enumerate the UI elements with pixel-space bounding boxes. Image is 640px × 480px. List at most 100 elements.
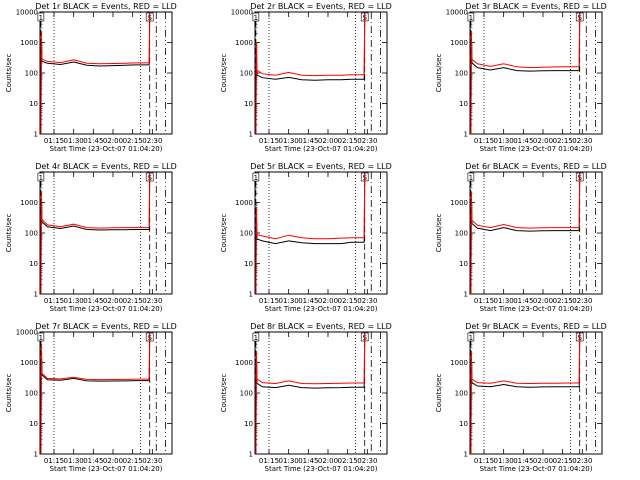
x-tick-label: 02:00 [533, 137, 553, 145]
x-tick-label: 01:30 [279, 297, 299, 305]
x-tick-label: 02:15 [553, 457, 573, 465]
x-tick-label: 01:15 [474, 457, 494, 465]
events-series-line [469, 332, 581, 455]
x-tick-label: 01:45 [298, 457, 318, 465]
lld-series-line [39, 172, 151, 295]
y-tick-label: 10 [244, 420, 253, 428]
x-tick-label: 01:30 [64, 457, 84, 465]
y-tick-label: 1 [249, 131, 253, 139]
x-tick-label: 02:15 [123, 457, 143, 465]
lld-series-line [254, 12, 366, 135]
x-tick-label: 02:00 [533, 297, 553, 305]
start-marker-box [467, 12, 475, 22]
panel-title: Det 2r BLACK = Events, RED = LLD [250, 2, 392, 11]
x-axis-label: Start Time (23-Oct-07 01:04:20) [480, 145, 593, 153]
x-tick-label: 01:15 [259, 137, 279, 145]
x-tick-label: 02:15 [123, 297, 143, 305]
plot-frame [254, 331, 388, 455]
panel-title: Det 9r BLACK = Events, RED = LLD [465, 322, 607, 331]
x-tick-label: 02:15 [338, 137, 358, 145]
y-tick-label: 10 [244, 260, 253, 268]
y-tick-label: 1000 [450, 199, 468, 207]
start-marker-box [252, 12, 260, 22]
panel-title: Det 6r BLACK = Events, RED = LLD [465, 162, 607, 171]
x-tick-label: 02:30 [357, 297, 377, 305]
y-tick-label: 10 [459, 260, 468, 268]
y-tick-label: 1000 [450, 39, 468, 47]
y-tick-label: 10 [459, 420, 468, 428]
x-tick-label: 01:15 [474, 137, 494, 145]
y-tick-label: 100 [25, 390, 38, 398]
x-axis-label: Start Time (23-Oct-07 01:04:20) [265, 145, 378, 153]
y-tick-label: 1 [34, 131, 38, 139]
y-tick-label: 100 [25, 230, 38, 238]
y-tick-label: 10000 [16, 9, 38, 17]
x-tick-label: 02:15 [338, 297, 358, 305]
y-tick-label: 10 [29, 100, 38, 108]
y-tick-label: 1000 [235, 359, 253, 367]
x-tick-label: 01:30 [494, 297, 514, 305]
panel-3: Det 3r BLACK = Events, RED = LLD11010010… [435, 2, 607, 153]
y-tick-label: 1000 [450, 359, 468, 367]
y-tick-label: 100 [240, 390, 253, 398]
panel-6: Det 6r BLACK = Events, RED = LLD 1 10 100 10… [435, 162, 607, 313]
y-tick-label: 1000 [235, 199, 253, 207]
y-tick-label: 10 [29, 260, 38, 268]
plot-frame [469, 331, 603, 455]
y-tick-label: 10 [29, 420, 38, 428]
x-tick-label: 02:30 [572, 297, 592, 305]
start-marker-box [467, 332, 475, 342]
y-axis-label: Counts/sec [435, 54, 443, 93]
y-tick-label: 10000 [446, 9, 468, 17]
y-tick-label: 1000 [20, 39, 38, 47]
start-marker-box [37, 12, 45, 22]
x-tick-label: 02:15 [553, 297, 573, 305]
plot-frame [39, 11, 173, 135]
x-tick-label: 02:00 [103, 457, 123, 465]
x-tick-label: 01:45 [513, 137, 533, 145]
panel-2: Det 2r BLACK = Events, RED = LLD11010010… [220, 2, 392, 153]
y-tick-label: 10 [244, 100, 253, 108]
plot-frame [469, 11, 603, 135]
x-tick-label: 02:15 [553, 137, 573, 145]
x-axis-label: Start Time (23-Oct-07 01:04:20) [50, 305, 163, 313]
y-tick-label: 1 [464, 451, 468, 459]
panel-5: Det 5r BLACK = Events, RED = LLD11010010… [220, 162, 392, 313]
lld-series-line [39, 332, 151, 455]
panel-title: Det 3r BLACK = Events, RED = LLD [465, 2, 607, 11]
plot-frame [254, 171, 388, 295]
x-tick-label: 02:30 [357, 457, 377, 465]
y-tick-label: 100 [25, 70, 38, 78]
x-tick-label: 02:15 [338, 457, 358, 465]
x-tick-label: 01:30 [64, 297, 84, 305]
y-axis-label: Counts/sec [220, 374, 228, 413]
events-series-line [255, 172, 366, 295]
y-axis-label: Counts/sec [5, 214, 13, 253]
y-tick-label: 1 [464, 291, 468, 299]
y-tick-label: 100 [455, 390, 468, 398]
x-tick-label: 01:30 [494, 457, 514, 465]
start-marker-label: 1 [254, 14, 258, 22]
events-series-line [40, 12, 151, 135]
x-axis-label: Start Time (23-Oct-07 01:04:20) [480, 465, 593, 473]
panel-title: Det 8r BLACK = Events, RED = LLD [250, 322, 392, 331]
y-tick-label: 100 [455, 230, 468, 238]
x-tick-label: 01:15 [44, 297, 64, 305]
events-series-line [469, 12, 581, 135]
x-axis-label: Start Time (23-Oct-07 01:04:20) [265, 305, 378, 313]
events-series-line [39, 172, 151, 295]
x-tick-label: 01:30 [494, 137, 514, 145]
start-marker-box [467, 172, 475, 182]
x-tick-label: 01:15 [44, 457, 64, 465]
y-axis-label: Counts/sec [220, 54, 228, 93]
x-tick-label: 01:15 [259, 457, 279, 465]
x-tick-label: 01:45 [513, 297, 533, 305]
x-tick-label: 02:30 [142, 297, 162, 305]
x-axis-label: Start Time (23-Oct-07 01:04:20) [265, 465, 378, 473]
start-marker-box [252, 172, 260, 182]
x-axis-label: Start Time (23-Oct-07 01:04:20) [480, 305, 593, 313]
x-tick-label: 01:15 [259, 297, 279, 305]
x-tick-label: 01:30 [64, 137, 84, 145]
y-tick-label: 1000 [235, 39, 253, 47]
lld-series-line [40, 12, 151, 135]
